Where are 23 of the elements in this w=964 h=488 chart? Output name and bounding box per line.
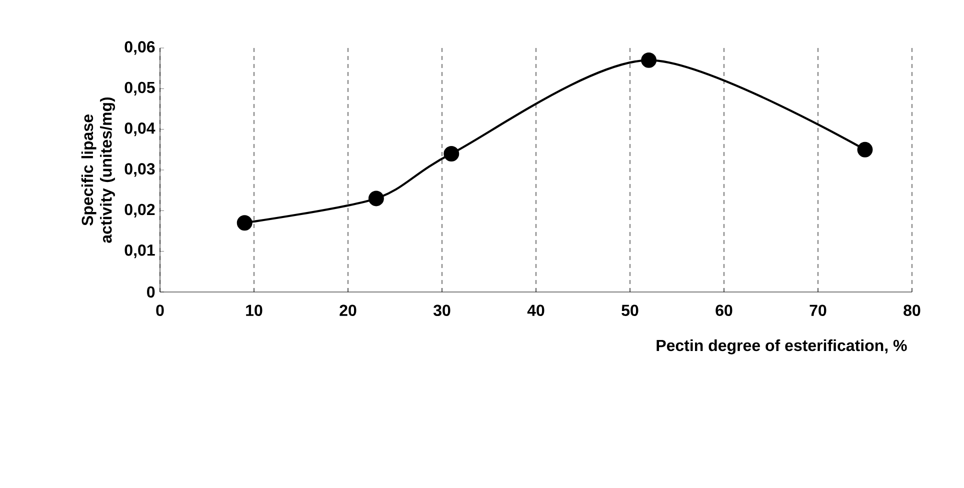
point bbox=[444, 146, 460, 162]
x-tick-label: 80 bbox=[904, 304, 920, 316]
point bbox=[368, 190, 384, 206]
x-tick-label: 60 bbox=[716, 304, 732, 316]
point bbox=[857, 142, 873, 158]
x-tick-label: 20 bbox=[340, 304, 356, 316]
y-axis-title: Specific lipase activity (unites/mg) bbox=[81, 97, 115, 243]
x-tick-label: 0 bbox=[156, 304, 164, 316]
x-tick-label: 10 bbox=[246, 304, 262, 316]
x-tick-label: 30 bbox=[433, 304, 450, 316]
point bbox=[641, 52, 657, 68]
point bbox=[236, 215, 252, 231]
y-tick-label: 0,05 bbox=[124, 82, 155, 96]
y-tick-label: 0,03 bbox=[124, 163, 155, 177]
y-tick-label: 0 bbox=[147, 286, 155, 298]
x-axis-title: Pectin degree of esterification, % bbox=[656, 339, 907, 354]
y-tick-label: 0,01 bbox=[124, 244, 155, 258]
y-tick-label: 0,02 bbox=[124, 204, 155, 218]
x-tick-label: 70 bbox=[810, 304, 826, 316]
y-tick-label: 0,06 bbox=[124, 41, 155, 55]
x-tick-label: 50 bbox=[622, 304, 638, 316]
y-tick-label: 0,04 bbox=[124, 122, 156, 136]
x-tick-label: 40 bbox=[527, 304, 544, 316]
